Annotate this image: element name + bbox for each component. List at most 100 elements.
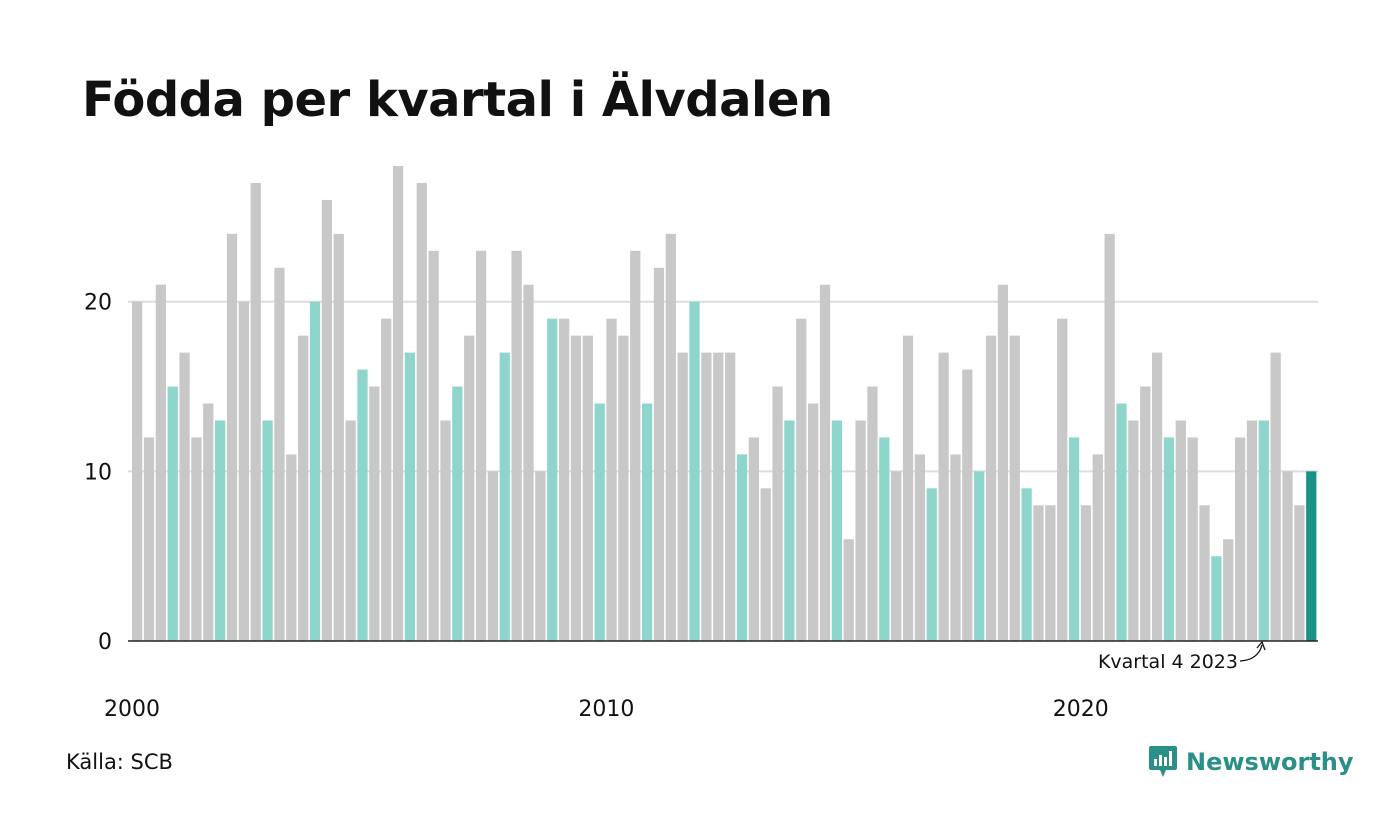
- source-note: Källa: SCB: [66, 750, 173, 774]
- newsworthy-logo-icon: [1149, 746, 1177, 777]
- bar: [1057, 318, 1068, 641]
- bar: [1068, 437, 1080, 641]
- bar: [143, 437, 155, 641]
- bar: [570, 335, 582, 641]
- bar: [404, 352, 416, 641]
- bar: [1306, 471, 1317, 641]
- bar: [381, 318, 392, 641]
- bar: [713, 352, 724, 641]
- bar: [855, 420, 866, 641]
- bar: [1282, 471, 1293, 641]
- bar: [962, 369, 973, 641]
- bar: [1234, 437, 1246, 641]
- bar: [487, 471, 499, 641]
- bar: [238, 301, 249, 641]
- bar: [1199, 505, 1210, 641]
- bar: [1175, 420, 1186, 641]
- y-tick-label: 0: [98, 630, 112, 655]
- bar: [1116, 403, 1127, 641]
- bar: [392, 166, 404, 641]
- annotation-arrow: [1239, 644, 1263, 662]
- bar: [132, 301, 143, 641]
- bar: [309, 301, 321, 641]
- bars: [132, 166, 1317, 642]
- chart-title: Födda per kvartal i Älvdalen: [82, 72, 833, 128]
- bar: [582, 335, 593, 641]
- bar: [594, 403, 605, 641]
- x-tick-label: 2000: [104, 697, 160, 722]
- annotation-arrowhead: [1256, 640, 1266, 651]
- bar: [819, 284, 831, 641]
- bar: [784, 420, 795, 641]
- bar: [333, 233, 344, 641]
- bar: [416, 182, 427, 641]
- bar: [155, 284, 166, 641]
- bar: [369, 386, 380, 641]
- bar: [1009, 335, 1020, 641]
- bar: [1080, 505, 1092, 641]
- newsworthy-logo[interactable]: Newsworthy: [1148, 744, 1354, 780]
- bar: [428, 250, 439, 642]
- bar: [440, 420, 451, 641]
- y-tick-label: 10: [84, 460, 112, 485]
- brand-name: Newsworthy: [1186, 748, 1354, 776]
- bar: [191, 437, 202, 641]
- bar: [523, 284, 534, 641]
- bar: [167, 386, 178, 641]
- bar: [1211, 556, 1222, 641]
- bar: [725, 352, 736, 641]
- bar: [926, 488, 937, 641]
- bar: [641, 403, 653, 641]
- bar: [345, 420, 356, 641]
- bar: [274, 267, 285, 641]
- bar: [1258, 420, 1269, 641]
- bar: [985, 335, 997, 641]
- bar: [298, 335, 309, 641]
- bar: [1045, 505, 1056, 641]
- bar: [250, 182, 261, 641]
- bar: [796, 318, 807, 641]
- bar: [689, 301, 700, 641]
- bar: [1128, 420, 1139, 641]
- bar: [843, 539, 854, 641]
- bar: [499, 352, 510, 641]
- bar: [997, 284, 1009, 641]
- bar: [1021, 488, 1032, 641]
- bar: [630, 250, 641, 642]
- annotation: Kvartal 4 2023: [1098, 640, 1266, 673]
- bar: [1151, 352, 1163, 641]
- bar: [618, 335, 629, 641]
- bar: [321, 199, 333, 641]
- bar: [677, 352, 688, 641]
- bar: [558, 318, 570, 641]
- bar: [974, 471, 985, 641]
- bar: [736, 454, 748, 641]
- bar: [215, 420, 226, 641]
- bar: [606, 318, 617, 641]
- bar: [831, 420, 842, 641]
- annotation-label: Kvartal 4 2023: [1098, 651, 1238, 673]
- x-tick-label: 2020: [1053, 697, 1109, 722]
- bar: [1187, 437, 1198, 641]
- bar: [701, 352, 712, 641]
- bar: [452, 386, 463, 641]
- x-axis-ticks: 2000 2010 2020: [104, 697, 1109, 722]
- bar: [748, 437, 759, 641]
- bar: [464, 335, 475, 641]
- bar: [891, 471, 902, 641]
- bar: [179, 352, 190, 641]
- bar: [262, 420, 273, 641]
- bar: [1294, 505, 1305, 641]
- bar: [1270, 352, 1281, 641]
- bar: [1104, 233, 1115, 641]
- bar: [902, 335, 914, 641]
- bar: [1033, 505, 1044, 641]
- bar: [535, 471, 546, 641]
- bar: [914, 454, 926, 641]
- bar: [1223, 539, 1234, 641]
- bar: [226, 233, 238, 641]
- bar: [1092, 454, 1103, 641]
- bar: [511, 250, 522, 642]
- bar: [203, 403, 214, 641]
